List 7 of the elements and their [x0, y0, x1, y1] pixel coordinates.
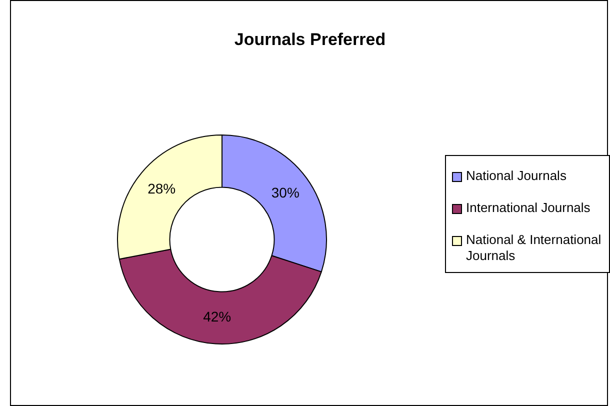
data-label: 30%: [271, 184, 300, 200]
legend-label: International Journals: [466, 200, 590, 216]
data-label: 42%: [203, 308, 232, 325]
data-label: 28%: [148, 180, 176, 196]
chart-title: Journals Preferred: [233, 30, 387, 50]
legend-label: National Journals: [466, 168, 566, 184]
legend-label: National & International Journals: [466, 232, 602, 264]
